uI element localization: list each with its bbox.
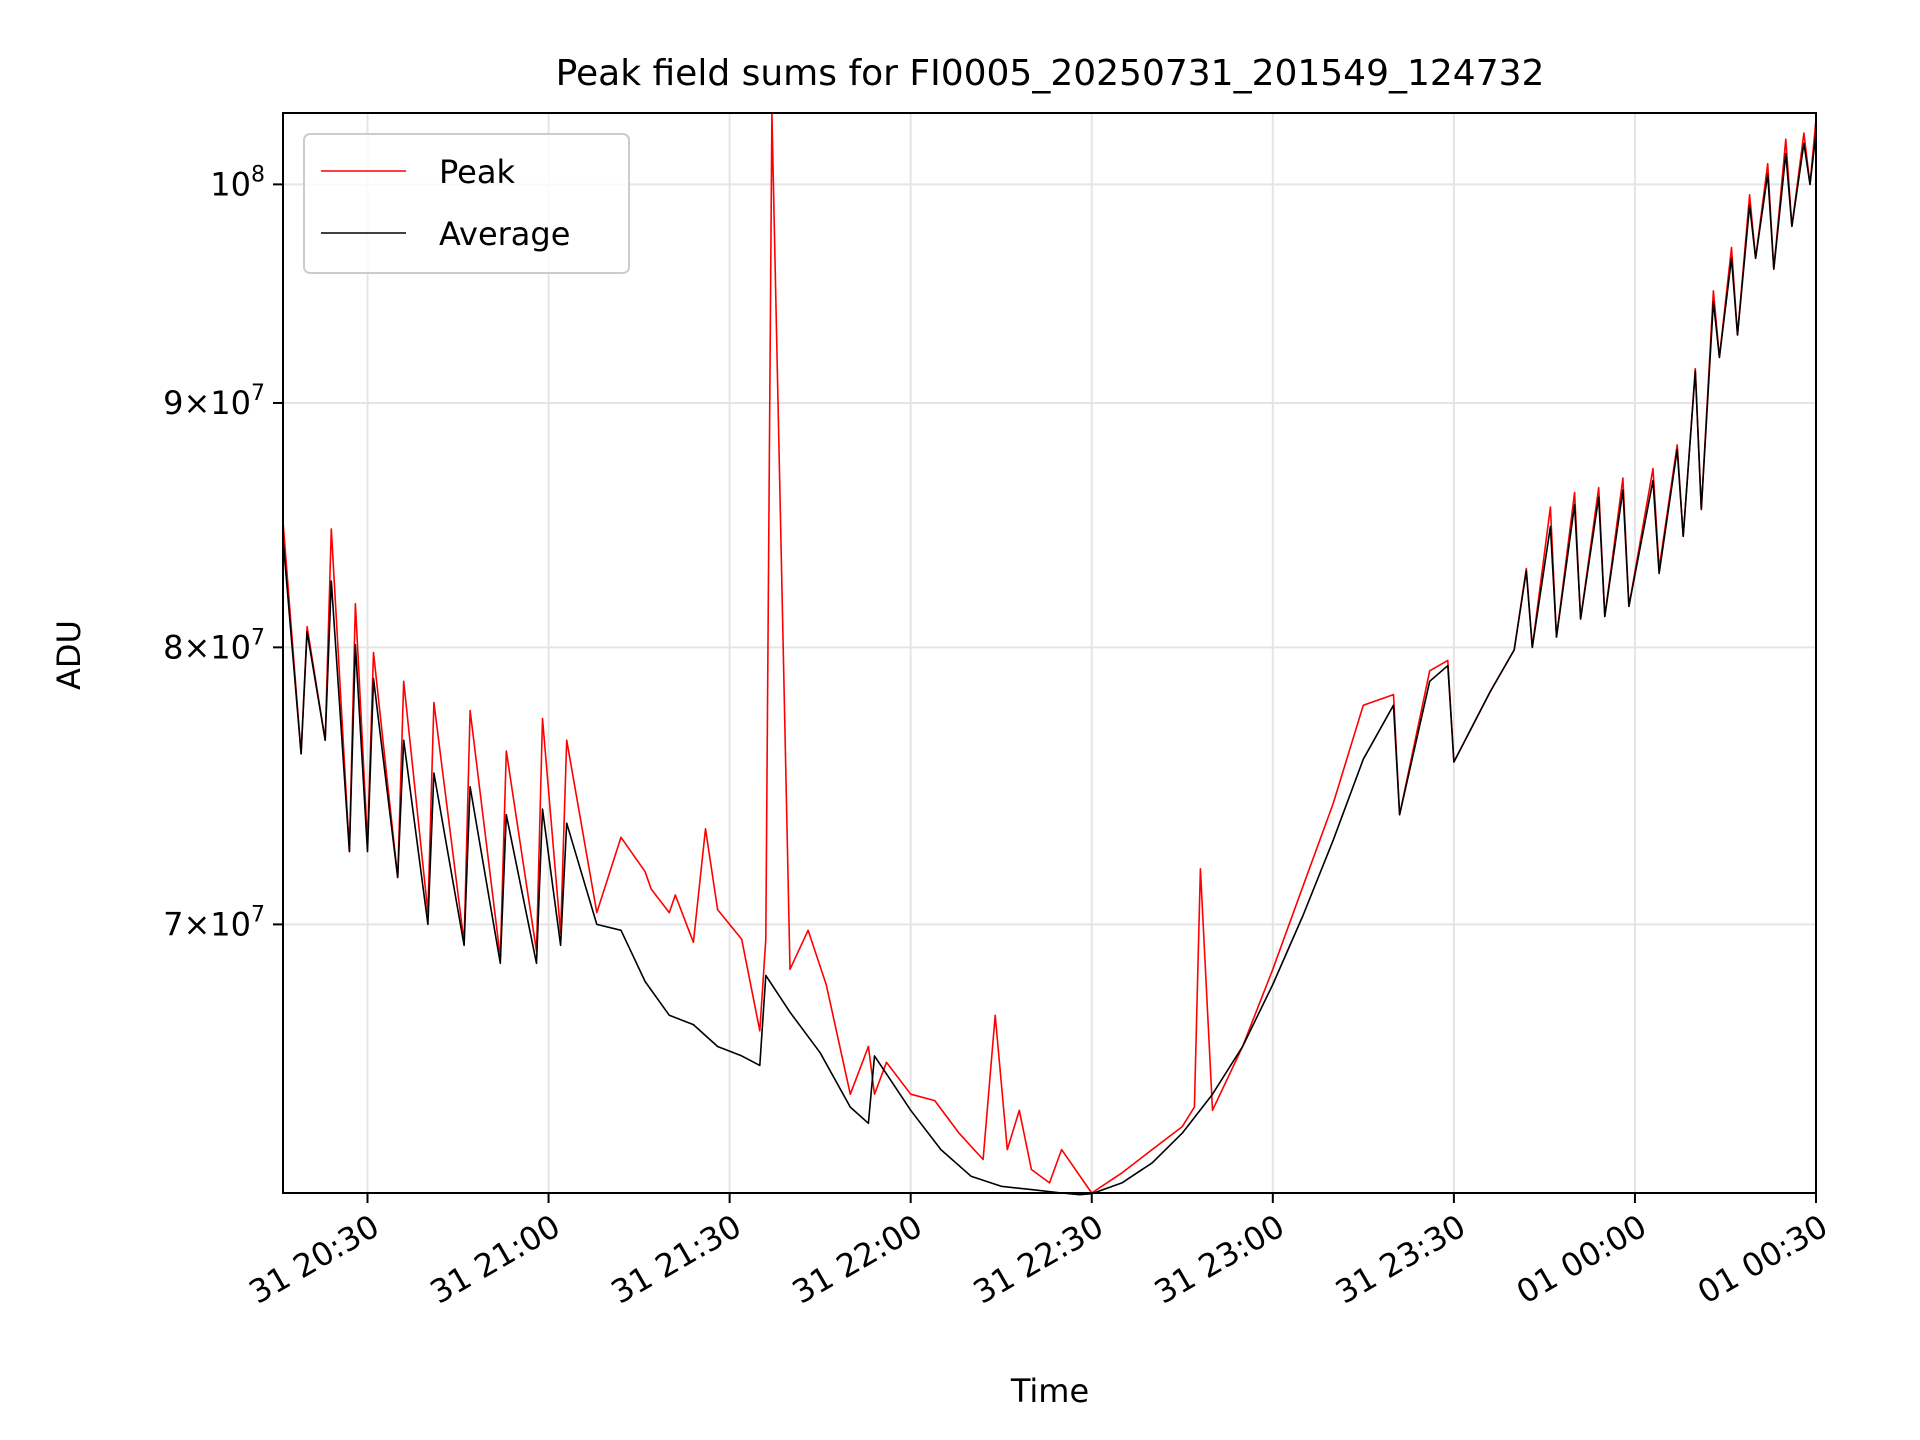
- y-axis-label: ADU: [50, 620, 88, 690]
- y-tick-exponent: 7: [251, 902, 265, 927]
- legend-box: [303, 133, 630, 274]
- y-tick-exponent: 7: [251, 381, 265, 406]
- x-axis-label: Time: [1010, 1372, 1089, 1410]
- legend-label-peak: Peak: [439, 153, 515, 191]
- y-tick-exponent: 8: [251, 162, 265, 187]
- series-lines: [282, 112, 1817, 1196]
- y-tick-exponent: 7: [251, 625, 265, 650]
- y-tick-label: 7×107: [163, 902, 265, 943]
- plot-frame: [282, 112, 1817, 1194]
- chart-title: Peak field sums for FI0005_20250731_2015…: [556, 53, 1545, 94]
- legend-label-average: Average: [439, 215, 570, 253]
- series-line-average: [282, 133, 1817, 1196]
- y-tick-label: 8×107: [163, 625, 265, 666]
- legend: Peak Average: [303, 133, 630, 274]
- y-tick-label: 9×107: [163, 381, 265, 422]
